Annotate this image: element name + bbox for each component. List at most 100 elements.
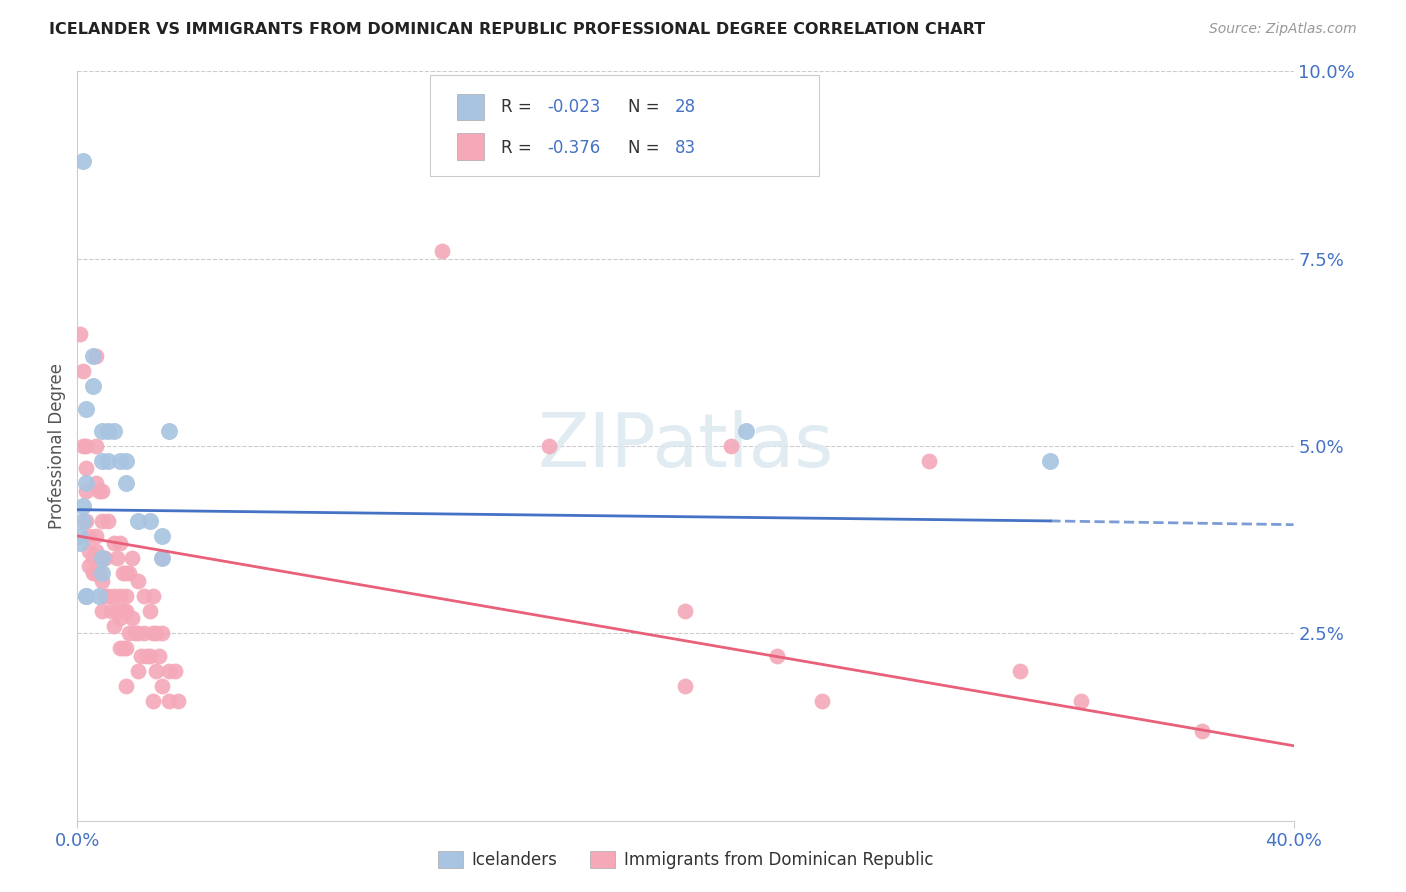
Point bbox=[87, 589, 110, 603]
Point bbox=[152, 551, 174, 566]
Point bbox=[90, 483, 112, 498]
Bar bbox=[457, 134, 484, 160]
Point bbox=[157, 664, 180, 678]
Point bbox=[75, 401, 97, 416]
Point bbox=[90, 454, 112, 468]
Point bbox=[82, 349, 104, 363]
Point bbox=[1070, 694, 1092, 708]
Point bbox=[97, 454, 120, 468]
Point bbox=[148, 648, 170, 663]
Point bbox=[90, 574, 112, 588]
Point bbox=[75, 589, 97, 603]
Point bbox=[84, 349, 107, 363]
Point bbox=[90, 551, 112, 566]
Point bbox=[69, 529, 91, 543]
Text: -0.376: -0.376 bbox=[547, 139, 600, 157]
Text: R =: R = bbox=[501, 139, 537, 157]
Point bbox=[84, 544, 107, 558]
Point bbox=[82, 379, 104, 393]
Point bbox=[87, 483, 110, 498]
Point bbox=[145, 664, 167, 678]
Legend: Icelanders, Immigrants from Dominican Republic: Icelanders, Immigrants from Dominican Re… bbox=[432, 845, 939, 876]
Point bbox=[97, 589, 120, 603]
Point bbox=[75, 514, 97, 528]
Point bbox=[430, 244, 453, 259]
Point bbox=[735, 424, 758, 438]
Point bbox=[90, 566, 112, 581]
Point bbox=[127, 574, 149, 588]
Point bbox=[675, 679, 697, 693]
Point bbox=[72, 364, 94, 378]
Point bbox=[124, 626, 146, 640]
Point bbox=[121, 611, 143, 625]
Text: N =: N = bbox=[628, 98, 665, 116]
Point bbox=[84, 529, 107, 543]
Point bbox=[90, 604, 112, 618]
Bar bbox=[457, 94, 484, 120]
Point bbox=[127, 514, 149, 528]
Point bbox=[75, 589, 97, 603]
Point bbox=[84, 439, 107, 453]
Point bbox=[84, 566, 107, 581]
Point bbox=[84, 476, 107, 491]
FancyBboxPatch shape bbox=[430, 75, 820, 177]
Point bbox=[93, 589, 115, 603]
Point bbox=[97, 514, 120, 528]
Point bbox=[72, 514, 94, 528]
Point bbox=[1191, 723, 1213, 738]
Point bbox=[72, 154, 94, 169]
Point bbox=[163, 664, 186, 678]
Point bbox=[115, 566, 138, 581]
Point bbox=[139, 514, 162, 528]
Point bbox=[139, 648, 162, 663]
Text: ICELANDER VS IMMIGRANTS FROM DOMINICAN REPUBLIC PROFESSIONAL DEGREE CORRELATION : ICELANDER VS IMMIGRANTS FROM DOMINICAN R… bbox=[49, 22, 986, 37]
Point bbox=[811, 694, 834, 708]
Point bbox=[152, 626, 174, 640]
Point bbox=[115, 454, 138, 468]
Point bbox=[69, 326, 91, 341]
Point bbox=[918, 454, 941, 468]
Point bbox=[108, 641, 131, 656]
Point bbox=[97, 424, 120, 438]
Point bbox=[118, 566, 141, 581]
Point bbox=[72, 439, 94, 453]
Point bbox=[75, 461, 97, 475]
Point bbox=[136, 648, 159, 663]
Point bbox=[152, 529, 174, 543]
Point bbox=[75, 476, 97, 491]
Point bbox=[105, 551, 128, 566]
Point bbox=[142, 694, 165, 708]
Point bbox=[103, 619, 125, 633]
Point bbox=[720, 439, 742, 453]
Point bbox=[87, 566, 110, 581]
Point bbox=[142, 626, 165, 640]
Y-axis label: Professional Degree: Professional Degree bbox=[48, 363, 66, 529]
Point bbox=[157, 424, 180, 438]
Text: 83: 83 bbox=[675, 139, 696, 157]
Point bbox=[82, 566, 104, 581]
Point bbox=[115, 641, 138, 656]
Point bbox=[108, 611, 131, 625]
Point bbox=[79, 529, 101, 543]
Point bbox=[111, 641, 134, 656]
Point bbox=[121, 551, 143, 566]
Point bbox=[157, 694, 180, 708]
Point bbox=[145, 626, 167, 640]
Point bbox=[537, 439, 560, 453]
Point bbox=[142, 589, 165, 603]
Point bbox=[129, 648, 152, 663]
Point bbox=[103, 536, 125, 550]
Point bbox=[108, 589, 131, 603]
Point bbox=[127, 626, 149, 640]
Point bbox=[69, 536, 91, 550]
Point bbox=[127, 664, 149, 678]
Point bbox=[134, 626, 156, 640]
Text: ZIPatlas: ZIPatlas bbox=[537, 409, 834, 483]
Point bbox=[100, 604, 122, 618]
Point bbox=[134, 589, 156, 603]
Point bbox=[115, 604, 138, 618]
Point bbox=[111, 604, 134, 618]
Point bbox=[115, 476, 138, 491]
Point bbox=[765, 648, 787, 663]
Point bbox=[108, 536, 131, 550]
